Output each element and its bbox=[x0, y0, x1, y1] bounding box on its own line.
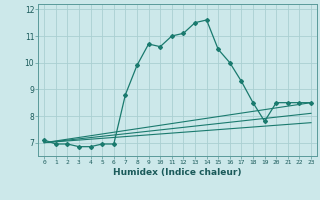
X-axis label: Humidex (Indice chaleur): Humidex (Indice chaleur) bbox=[113, 168, 242, 177]
